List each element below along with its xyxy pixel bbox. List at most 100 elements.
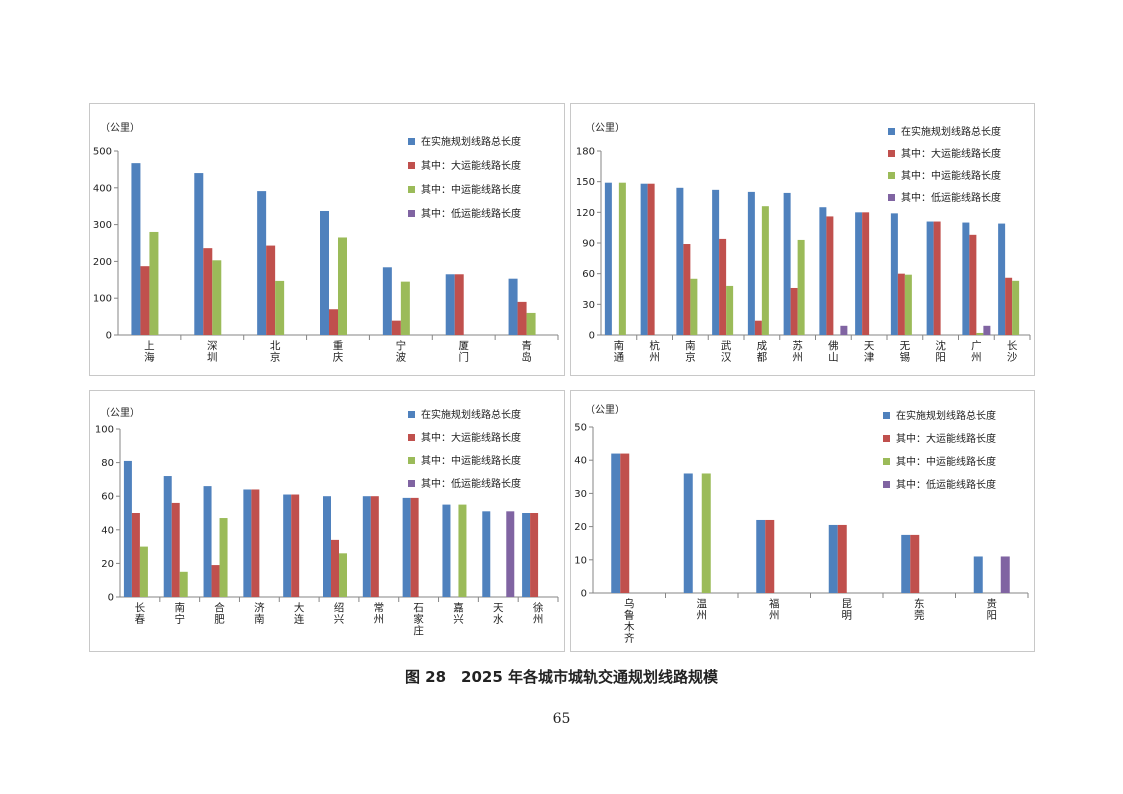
x-category-label: 北京 [270, 340, 281, 364]
bar [275, 280, 285, 335]
bar [454, 274, 464, 335]
chart-panel-3: （公里） 0 20 40 60 80 100 长春 南宁 合肥 济南 大连 绍兴 常州 石家庄 嘉兴 天水 徐州 在… [89, 390, 565, 652]
bar [611, 453, 621, 593]
bar [482, 511, 491, 597]
bar [171, 502, 180, 597]
figure-caption: 图 28 2025 年各城市城轨交通规划线路规模 [404, 668, 719, 686]
x-category-label: 济南 [254, 601, 265, 626]
bar [1005, 277, 1013, 335]
x-category-label: 南通 [614, 339, 625, 364]
legend-swatch [888, 172, 895, 179]
bar [339, 553, 347, 597]
y-tick-label: 30 [582, 300, 595, 311]
x-category-label: 嘉兴 [453, 601, 464, 626]
x-category-label: 苏州 [792, 339, 803, 364]
bar [402, 497, 411, 597]
x-category-label: 昆明 [842, 598, 853, 622]
legend-label: 其中：低运能线路长度 [901, 191, 1001, 204]
legend-swatch [888, 128, 895, 135]
bar [837, 524, 847, 593]
legend-label: 在实施规划线路总长度 [896, 409, 996, 422]
bar [203, 486, 212, 597]
bar [257, 191, 267, 335]
bar [962, 222, 970, 335]
bar [382, 267, 392, 335]
bar [140, 266, 150, 335]
y-tick-label: 90 [582, 239, 595, 250]
x-category-label: 绍兴 [334, 601, 345, 626]
bar [243, 489, 252, 597]
x-category-label: 厦门 [458, 340, 469, 364]
bar [149, 231, 159, 335]
bar [131, 163, 141, 335]
bar [445, 274, 455, 335]
bar [828, 524, 838, 593]
page-number: 65 [552, 711, 571, 727]
bar [458, 504, 467, 597]
bar [219, 518, 228, 597]
unit-label: （公里） [585, 404, 625, 416]
y-tick-label: 60 [582, 269, 595, 280]
bar [442, 504, 451, 597]
x-category-label: 徐州 [533, 601, 544, 626]
legend-swatch [408, 138, 415, 145]
bar [765, 519, 775, 593]
y-tick-label: 180 [576, 147, 595, 158]
bar [712, 189, 720, 335]
bar [203, 248, 213, 335]
bar [901, 534, 911, 593]
chart-1-svg: （公里） 0 100 200 300 400 500 上海 深圳 北京 重庆 宁波 厦门 青岛 在实施规划线… [93, 122, 559, 364]
bar [683, 473, 693, 593]
legend-swatch [883, 481, 890, 488]
bar [890, 213, 898, 335]
legend-label: 其中：低运能线路长度 [421, 477, 521, 490]
bar [910, 534, 920, 593]
legend-swatch [408, 186, 415, 193]
bar [179, 571, 188, 597]
bar [618, 182, 626, 335]
bar [719, 238, 727, 335]
x-category-label: 天津 [864, 340, 875, 364]
y-tick-label: 0 [108, 593, 114, 604]
legend-label: 其中：大运能线路长度 [421, 431, 521, 444]
bar [320, 210, 329, 335]
y-tick-label: 200 [93, 257, 112, 268]
bar [933, 221, 941, 335]
bar [139, 546, 148, 597]
x-category-label: 长沙 [1007, 340, 1018, 364]
y-tick-label: 50 [574, 423, 587, 434]
legend-label: 其中：低运能线路长度 [421, 207, 521, 220]
bar [756, 519, 766, 593]
y-tick-label: 150 [576, 177, 595, 188]
bar [862, 212, 870, 335]
bar [530, 513, 539, 597]
legend-label: 其中：中运能线路长度 [421, 183, 521, 196]
bar [754, 320, 762, 335]
bar [819, 207, 827, 335]
bar [897, 273, 905, 335]
x-category-label: 沈阳 [935, 339, 946, 364]
y-tick-label: 0 [589, 331, 595, 342]
bar [329, 309, 338, 335]
y-tick-label: 500 [93, 147, 112, 158]
bar [647, 183, 655, 335]
bar [323, 496, 331, 597]
legend-swatch [883, 458, 890, 465]
x-category-label: 贵阳 [987, 597, 998, 622]
bar [370, 496, 379, 597]
legend-label: 其中：大运能线路长度 [896, 432, 996, 445]
chart-panel-4: （公里） 0 10 20 30 40 50 乌鲁木齐 温州 福州 昆明 东莞 贵阳 在实施规划线路总长度其… [570, 390, 1035, 652]
legend-label: 其中：低运能线路长度 [896, 478, 996, 491]
x-category-label: 石家庄 [413, 602, 424, 637]
x-category-label: 温州 [697, 598, 708, 622]
bar [331, 539, 339, 597]
x-category-label: 合肥 [214, 601, 225, 626]
bar [211, 565, 220, 597]
x-category-label: 长春 [135, 602, 146, 626]
bar [410, 497, 419, 597]
x-category-label: 南宁 [174, 601, 185, 626]
legend-swatch [408, 434, 415, 441]
bar [362, 496, 371, 597]
y-tick-label: 60 [101, 492, 114, 503]
chart-4-svg: （公里） 0 10 20 30 40 50 乌鲁木齐 温州 福州 昆明 东莞 贵阳 在实施规划线路总长度其… [574, 404, 1029, 645]
